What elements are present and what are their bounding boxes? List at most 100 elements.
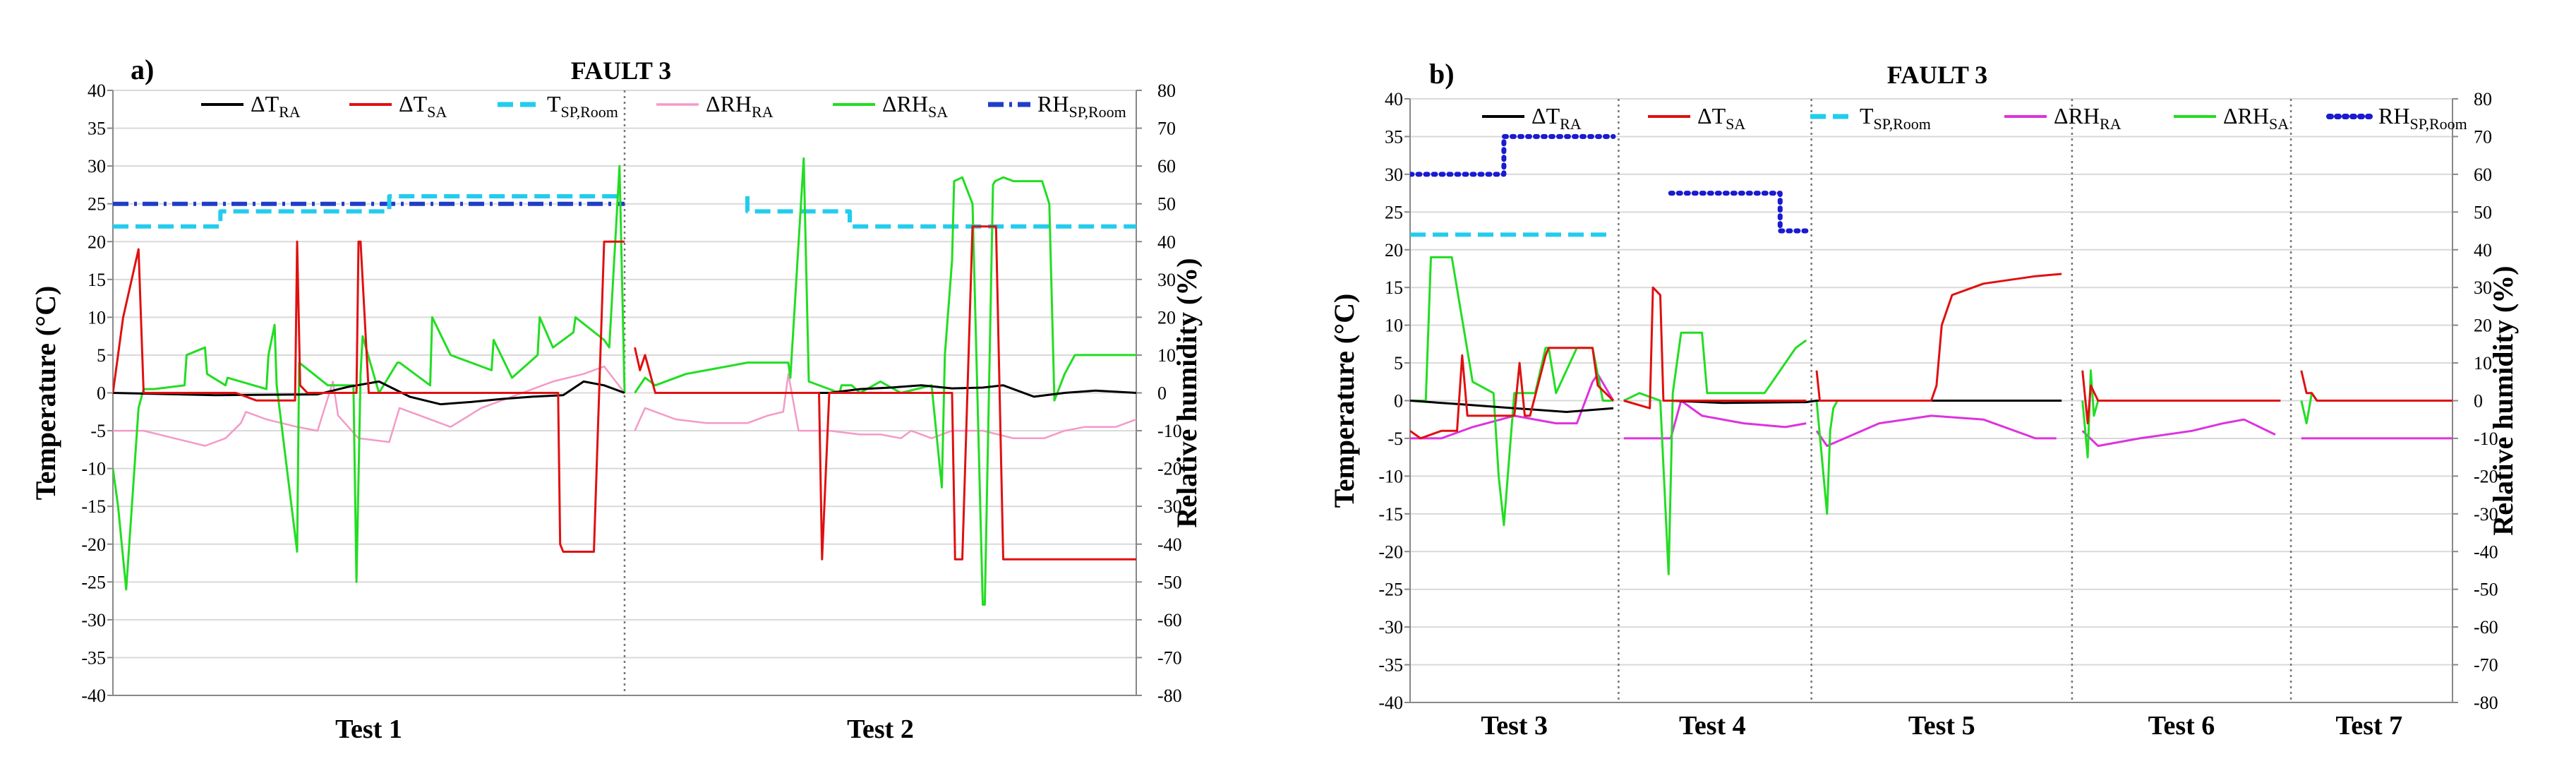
y-left-tick-label: 25 — [88, 194, 106, 215]
legend-label: ΔTSA — [1697, 103, 1745, 133]
test-label: Test 3 — [1481, 711, 1548, 741]
legend-label-sub: SP,Room — [1069, 103, 1126, 121]
y-right-tick-label: 30 — [1157, 270, 1176, 290]
y-right-tick-label: 40 — [1157, 232, 1176, 252]
test-label: Test 1 — [335, 714, 402, 744]
chart-title: FAULT 3 — [571, 56, 671, 85]
legend-label: TSP,Room — [1860, 103, 1931, 133]
y-left-tick-label: 20 — [88, 232, 106, 252]
y-left-tick-label: -10 — [1378, 466, 1403, 486]
chart-title: FAULT 3 — [1887, 61, 1987, 89]
legend-label-sub: SA — [1726, 115, 1745, 133]
y-right-tick-label: 60 — [2474, 164, 2492, 185]
legend-label-sub: SA — [2269, 115, 2289, 133]
panel-letter: a) — [131, 54, 154, 85]
legend-label-base: RH — [1037, 91, 1069, 116]
series-drh-ra — [1410, 373, 2452, 448]
series-t-sp — [113, 194, 1136, 229]
y-left-axis-title: Temperature (°C) — [1328, 294, 1360, 508]
y-right-tick-label: 70 — [1157, 119, 1176, 139]
y-left-tick-label: 5 — [97, 345, 106, 366]
y-right-tick-label: 0 — [1157, 383, 1167, 404]
legend-label-base: T — [1860, 103, 1874, 128]
y-left-tick-label: -35 — [1378, 655, 1403, 676]
y-left-tick-label: 30 — [88, 156, 106, 176]
legend-label-sub: RA — [2100, 115, 2121, 133]
legend-label-sub: RA — [752, 103, 774, 121]
y-left-tick-label: -30 — [1378, 617, 1403, 638]
y-left-tick-label: 15 — [88, 270, 106, 290]
y-left-tick-label: 10 — [88, 307, 106, 328]
legend-label-sub: SP,Room — [2409, 115, 2467, 133]
y-right-tick-label: 10 — [1157, 345, 1176, 366]
legend-label: ΔRHRA — [706, 91, 774, 121]
legend-label-sub: RA — [1560, 115, 1582, 133]
y-right-tick-label: 40 — [2474, 240, 2492, 261]
y-left-tick-label: 30 — [1385, 164, 1403, 185]
y-right-tick-label: -70 — [2474, 655, 2498, 676]
y-left-tick-label: -30 — [81, 610, 106, 630]
y-left-tick-label: -20 — [1378, 541, 1403, 562]
series-drh-ra — [113, 365, 1136, 447]
legend-label-base: ΔRH — [706, 91, 752, 116]
y-right-tick-label: 50 — [2474, 202, 2492, 222]
y-right-tick-label: -50 — [1157, 572, 1182, 592]
y-right-axis-title: Relative humidity (%) — [1171, 258, 1203, 527]
series-drh-sa — [113, 157, 1136, 606]
y-right-tick-label: 10 — [2474, 353, 2492, 373]
legend-label-base: ΔT — [251, 91, 279, 116]
y-left-tick-label: -35 — [81, 647, 106, 668]
y-right-tick-label: 80 — [2474, 89, 2492, 109]
y-right-tick-label: 30 — [2474, 277, 2492, 298]
y-right-tick-label: 20 — [1157, 307, 1176, 328]
y-right-tick-label: -40 — [1157, 534, 1182, 555]
y-left-tick-label: 10 — [1385, 316, 1403, 336]
y-left-tick-label: 0 — [97, 383, 106, 404]
y-left-tick-label: -15 — [81, 496, 106, 517]
test-label: Test 4 — [1679, 711, 1746, 741]
legend-label-base: ΔT — [399, 91, 428, 116]
y-left-tick-label: 40 — [1385, 89, 1403, 109]
legend-label-base: ΔT — [1531, 103, 1560, 128]
legend-label-base: ΔRH — [2223, 103, 2269, 128]
y-right-tick-label: -30 — [2474, 504, 2498, 525]
y-left-tick-label: -15 — [1378, 504, 1403, 525]
y-right-tick-label: -10 — [1157, 421, 1182, 441]
y-right-tick-label: -20 — [1157, 459, 1182, 479]
y-right-tick-label: -50 — [2474, 580, 2498, 600]
legend-label: ΔRHRA — [2054, 103, 2121, 133]
y-right-tick-label: 60 — [1157, 156, 1176, 176]
test-label: Test 6 — [2148, 711, 2215, 741]
test-label: Test 5 — [1908, 711, 1975, 741]
legend-label: ΔTRA — [1531, 103, 1582, 133]
y-right-tick-label: -60 — [1157, 610, 1182, 630]
legend-label-base: ΔT — [1697, 103, 1726, 128]
y-right-tick-label: 20 — [2474, 316, 2492, 336]
y-right-tick-label: -40 — [2474, 541, 2498, 562]
legend-label: ΔTRA — [251, 91, 301, 121]
legend-label: RHSP,Room — [2378, 103, 2467, 133]
legend-label-base: ΔRH — [882, 91, 928, 116]
y-right-tick-label: 70 — [2474, 126, 2492, 147]
y-left-tick-label: 20 — [1385, 240, 1403, 261]
legend-label: ΔRHSA — [882, 91, 948, 121]
y-left-tick-label: 15 — [1385, 277, 1403, 298]
y-left-tick-label: 40 — [88, 80, 106, 101]
y-left-tick-label: -20 — [81, 534, 106, 555]
legend-label-base: ΔRH — [2054, 103, 2100, 128]
panel-b: -40-35-30-25-20-15-10-50510152025303540-… — [1328, 58, 2519, 741]
y-right-tick-label: 80 — [1157, 80, 1176, 101]
y-right-tick-label: 50 — [1157, 194, 1176, 215]
y-left-tick-label: -25 — [81, 572, 106, 592]
y-left-tick-label: -40 — [1378, 693, 1403, 713]
y-right-tick-label: -80 — [2474, 693, 2498, 713]
test-label: Test 7 — [2336, 711, 2403, 741]
legend-label: RHSP,Room — [1037, 91, 1126, 121]
series-dt-sa — [1410, 273, 2452, 440]
y-left-tick-label: -5 — [90, 421, 106, 441]
y-left-axis-title: Temperature (°C) — [30, 286, 61, 501]
legend-label-sub: SA — [928, 103, 948, 121]
